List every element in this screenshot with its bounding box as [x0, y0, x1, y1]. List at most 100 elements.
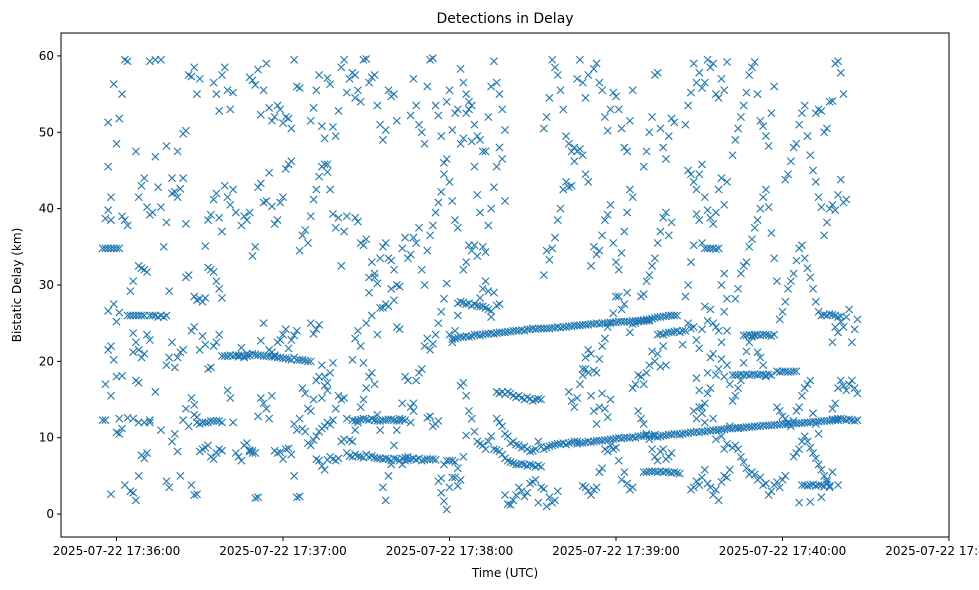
data-point: [306, 357, 315, 366]
data-point: [284, 444, 293, 453]
data-point: [639, 380, 648, 389]
x-tick-label: 2025-07-22 17:38:00: [386, 544, 513, 558]
data-point: [162, 311, 171, 320]
data-point: [795, 120, 804, 129]
data-point: [212, 277, 221, 286]
data-point: [378, 483, 387, 492]
data-point: [700, 399, 709, 408]
data-point: [736, 269, 745, 278]
data-point: [609, 239, 618, 247]
data-point: [792, 449, 801, 457]
data-point: [351, 93, 360, 102]
data-point: [781, 414, 790, 423]
data-point: [101, 416, 110, 425]
data-point: [575, 55, 584, 64]
data-point: [312, 86, 321, 95]
data-point: [112, 244, 121, 253]
data-point: [331, 223, 340, 232]
data-point: [434, 198, 443, 207]
data-point: [223, 386, 232, 395]
data-point: [817, 465, 826, 474]
data-point: [809, 409, 818, 418]
data-point: [106, 391, 115, 400]
data-point: [850, 384, 859, 393]
data-point: [695, 216, 704, 225]
data-point: [373, 279, 382, 288]
data-point: [426, 231, 435, 240]
data-point: [742, 258, 751, 267]
data-point: [673, 468, 682, 477]
data-point: [290, 471, 299, 480]
data-point: [706, 384, 715, 393]
data-point: [376, 426, 385, 435]
data-point: [600, 113, 609, 121]
data-point: [731, 391, 740, 400]
data-point: [342, 212, 351, 221]
data-point: [395, 325, 404, 334]
data-point: [822, 218, 831, 227]
data-point: [365, 372, 374, 381]
data-point: [298, 231, 307, 240]
data-point: [184, 422, 193, 431]
data-point: [476, 135, 485, 144]
data-point: [650, 254, 659, 263]
data-point: [420, 139, 429, 148]
data-point: [684, 319, 693, 328]
data-point: [806, 497, 815, 506]
data-point: [134, 471, 143, 480]
data-point: [359, 241, 368, 250]
data-point: [817, 203, 826, 212]
data-point: [587, 391, 596, 400]
data-point: [306, 407, 315, 415]
data-point: [181, 126, 190, 135]
data-point: [703, 206, 712, 215]
data-point: [653, 68, 662, 77]
data-point: [814, 429, 823, 438]
data-point: [853, 416, 862, 425]
data-point: [387, 256, 396, 265]
data-point: [625, 328, 634, 337]
data-point: [301, 389, 310, 398]
data-point: [395, 282, 404, 291]
data-point: [362, 235, 371, 244]
data-point: [623, 208, 632, 217]
data-point: [168, 437, 176, 446]
data-point: [850, 325, 859, 334]
data-point: [140, 174, 149, 183]
data-point: [473, 132, 482, 141]
data-point: [617, 124, 626, 133]
data-point: [431, 208, 440, 217]
data-point: [492, 162, 501, 171]
data-point: [545, 493, 554, 502]
data-point: [575, 380, 584, 389]
data-point: [645, 128, 654, 137]
data-point: [639, 290, 648, 299]
data-point: [356, 342, 365, 351]
data-point: [328, 122, 337, 131]
data-point: [118, 424, 127, 433]
data-point: [603, 413, 612, 422]
data-point: [195, 74, 204, 83]
data-point: [420, 281, 429, 289]
data-point: [550, 63, 559, 72]
data-point: [478, 284, 487, 293]
data-point: [179, 345, 188, 354]
data-point: [292, 326, 301, 335]
data-point: [137, 311, 146, 320]
data-point: [109, 80, 118, 89]
data-point: [817, 106, 826, 115]
data-point: [220, 181, 229, 190]
data-point: [398, 244, 407, 253]
data-point: [803, 437, 812, 446]
data-point: [525, 447, 534, 456]
data-point: [437, 187, 446, 196]
data-point: [240, 212, 249, 221]
data-point: [101, 214, 110, 223]
data-point: [190, 491, 199, 499]
data-point: [628, 384, 637, 393]
data-point: [800, 101, 809, 110]
data-point: [215, 213, 224, 222]
data-point: [259, 319, 268, 328]
data-point: [489, 183, 498, 192]
data-point: [273, 216, 282, 225]
